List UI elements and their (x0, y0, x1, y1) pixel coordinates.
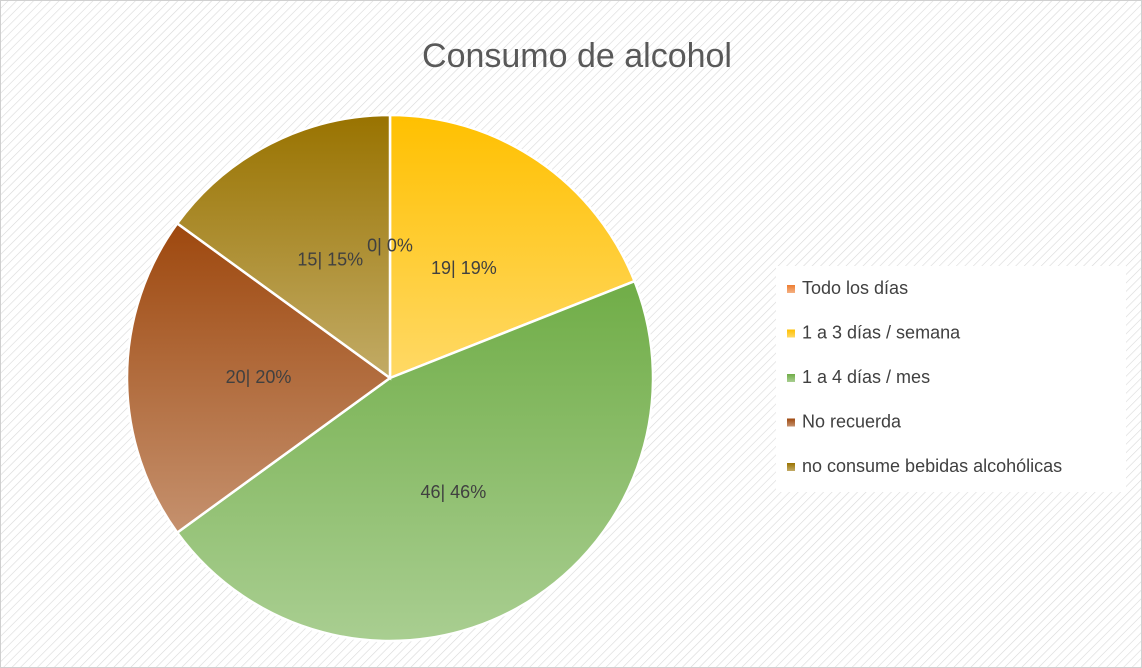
legend-label: no consume bebidas alcohólicas (802, 456, 1062, 476)
legend-swatch (787, 285, 795, 293)
legend-swatch (787, 374, 795, 382)
pie-slice (125, 221, 393, 535)
legend-swatch (787, 329, 795, 338)
data-label: 46| 46% (420, 482, 486, 502)
chart-title: Consumo de alcohol (422, 37, 732, 75)
legend-swatch (787, 463, 795, 471)
data-label: 20| 20% (226, 367, 292, 387)
data-label: 15| 15% (297, 250, 363, 270)
pie-slice (175, 113, 392, 381)
legend-label: 1 a 4 días / mes (802, 367, 930, 387)
pie-slice (175, 279, 655, 643)
legend-background (776, 266, 1126, 492)
data-label: 19| 19% (431, 258, 497, 278)
legend-label: 1 a 3 días / semana (802, 322, 961, 342)
legend-swatch (787, 418, 795, 427)
legend-label: Todo los días (802, 278, 908, 298)
data-label: 0| 0% (367, 235, 413, 255)
legend-label: No recuerda (802, 411, 902, 431)
pie-slice (388, 113, 637, 380)
